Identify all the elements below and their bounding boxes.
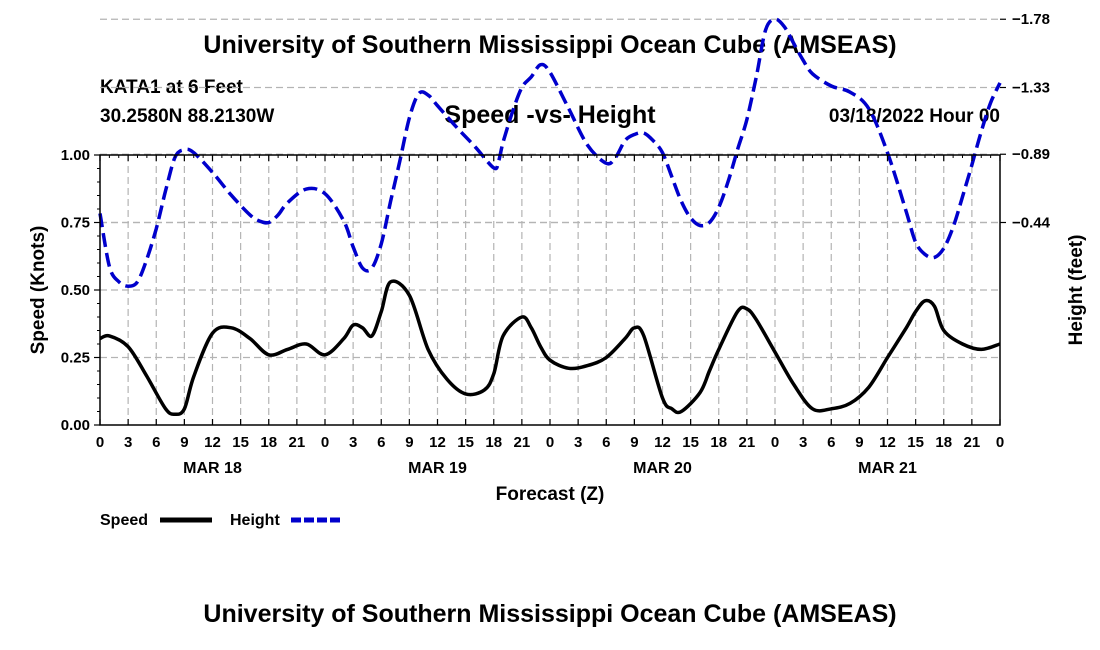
x-tick-label: 3 [574, 434, 582, 451]
x-tick-label: 18 [710, 434, 727, 451]
x-day-label: MAR 18 [183, 460, 242, 477]
y2-tick-label: −0.89 [1012, 146, 1050, 163]
x-tick-label: 18 [485, 434, 502, 451]
series-group [98, 17, 1002, 416]
x-tick-label: 3 [349, 434, 357, 451]
x-day-label: MAR 19 [408, 460, 467, 477]
x-tick-label: 9 [180, 434, 188, 451]
x-tick-label: 9 [630, 434, 638, 451]
y-tick-label: 0.00 [61, 417, 90, 434]
legend-label-speed: Speed [100, 512, 148, 529]
x-tick-label: 0 [96, 434, 104, 451]
y-tick-label: 0.50 [61, 282, 90, 299]
grid [100, 18, 1000, 425]
x-tick-label: 0 [546, 434, 554, 451]
x-tick-label: 15 [232, 434, 249, 451]
x-axis-label: Forecast (Z) [496, 484, 605, 505]
y-axis-label: Speed (Knots) [28, 226, 49, 355]
y2-axis-label: Height (feet) [1066, 235, 1087, 346]
x-tick-label: 12 [654, 434, 671, 451]
y-tick-label: 0.75 [61, 215, 90, 232]
y2-tick-label: −1.33 [1012, 79, 1050, 96]
x-tick-label: 9 [405, 434, 413, 451]
x-day-label: MAR 21 [858, 460, 917, 477]
x-tick-label: 12 [879, 434, 896, 451]
y2-tick-label: −0.44 [1012, 215, 1051, 232]
x-tick-label: 6 [377, 434, 385, 451]
x-axis: 0 3 6 9 12 15 18 21 0 3 6 9 12 15 18 21 0 3 6 9 12 15 18 21 0 3 6 9… [96, 155, 1004, 477]
page-title: University of Southern Mississippi Ocean… [203, 31, 897, 59]
x-tick-label: 0 [321, 434, 329, 451]
x-tick-label: 3 [799, 434, 807, 451]
footer-title: University of Southern Mississippi Ocean… [203, 600, 897, 628]
x-tick-label: 0 [996, 434, 1004, 451]
x-tick-label: 6 [152, 434, 160, 451]
x-tick-label: 0 [771, 434, 779, 451]
y2-tick-label: −1.78 [1012, 11, 1050, 28]
x-tick-label: 18 [260, 434, 277, 451]
x-tick-label: 18 [935, 434, 952, 451]
legend: Speed Height [100, 512, 343, 529]
x-tick-label: 15 [682, 434, 699, 451]
x-tick-label: 12 [429, 434, 446, 451]
x-tick-label: 21 [739, 434, 756, 451]
forecast-date: 03/18/2022 Hour 00 [828, 106, 1000, 127]
x-tick-label: 21 [964, 434, 981, 451]
y-tick-label: 1.00 [61, 147, 90, 164]
chart-title: Speed -vs- Height [444, 101, 656, 129]
x-tick-label: 15 [457, 434, 474, 451]
coordinates-label: 30.2580N 88.2130W [100, 106, 275, 127]
series-line-speed [99, 279, 1001, 416]
x-day-label: MAR 20 [633, 460, 692, 477]
y2-axis: −0.44 −0.89 −1.33 −1.78 [1000, 11, 1051, 232]
x-tick-label: 21 [289, 434, 306, 451]
x-tick-label: 6 [827, 434, 835, 451]
legend-label-height: Height [230, 512, 280, 529]
x-tick-label: 21 [514, 434, 531, 451]
x-tick-label: 3 [124, 434, 132, 451]
series-line-height [98, 17, 1002, 288]
x-tick-label: 15 [907, 434, 924, 451]
x-tick-label: 12 [204, 434, 221, 451]
x-tick-label: 6 [602, 434, 610, 451]
y-axis: 0.00 0.25 0.50 0.75 1.00 [61, 147, 100, 434]
y-tick-label: 0.25 [61, 350, 90, 367]
x-tick-label: 9 [855, 434, 863, 451]
